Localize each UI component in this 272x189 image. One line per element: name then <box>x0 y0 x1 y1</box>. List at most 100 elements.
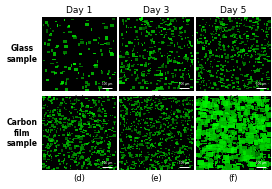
Bar <box>235 77 239 79</box>
Bar <box>149 134 151 136</box>
Bar <box>63 122 66 123</box>
Bar <box>220 38 221 40</box>
Bar <box>230 117 234 122</box>
Bar <box>234 40 236 42</box>
Bar <box>233 120 235 122</box>
Bar <box>177 118 178 119</box>
Bar <box>148 112 150 113</box>
Bar <box>248 121 250 123</box>
Bar <box>190 60 193 63</box>
Bar <box>186 112 187 114</box>
Bar <box>59 119 62 120</box>
Bar <box>124 99 126 100</box>
Bar <box>139 137 140 139</box>
Bar <box>164 113 166 114</box>
Bar <box>262 137 267 142</box>
Bar <box>253 147 255 149</box>
Bar <box>215 104 218 107</box>
Bar <box>171 166 173 167</box>
Bar <box>137 39 138 40</box>
Bar <box>60 108 61 110</box>
Bar <box>247 132 248 133</box>
Bar <box>136 126 137 128</box>
Bar <box>234 97 235 99</box>
Bar <box>78 152 80 154</box>
Bar <box>97 110 101 112</box>
Bar <box>235 116 237 119</box>
Bar <box>200 103 201 104</box>
Bar <box>233 86 235 88</box>
Bar <box>109 48 112 49</box>
Bar <box>201 106 203 107</box>
Bar <box>210 18 211 20</box>
Bar <box>219 156 221 157</box>
Bar <box>186 109 188 110</box>
Bar <box>50 138 53 139</box>
Bar <box>181 17 184 19</box>
Bar <box>232 116 234 118</box>
Bar <box>150 39 151 40</box>
Bar <box>71 156 74 158</box>
Bar <box>233 111 236 112</box>
Bar <box>265 83 266 84</box>
Bar <box>180 147 183 149</box>
Bar <box>196 67 199 70</box>
Bar <box>73 138 74 141</box>
Bar <box>242 42 243 43</box>
Bar <box>174 99 176 100</box>
Bar <box>212 144 219 147</box>
Bar <box>74 99 76 101</box>
Bar <box>206 166 208 167</box>
Bar <box>204 125 205 127</box>
Bar <box>249 81 251 83</box>
Bar <box>44 60 45 61</box>
Bar <box>202 26 205 28</box>
Bar <box>167 71 169 74</box>
Bar <box>218 43 220 45</box>
Bar <box>147 73 150 74</box>
Bar <box>236 77 237 78</box>
Bar <box>125 105 126 107</box>
Bar <box>267 114 272 118</box>
Bar <box>141 43 143 46</box>
Bar <box>242 132 244 134</box>
Bar <box>200 143 202 145</box>
Bar <box>63 51 67 54</box>
Bar <box>219 42 221 43</box>
Bar <box>144 141 145 142</box>
Bar <box>257 121 260 124</box>
Bar <box>67 126 68 128</box>
Bar <box>215 140 217 142</box>
Bar <box>177 162 178 163</box>
Bar <box>231 149 234 152</box>
Bar <box>115 151 116 153</box>
Bar <box>238 154 240 155</box>
Bar <box>46 136 49 138</box>
Bar <box>199 25 201 26</box>
Bar <box>246 35 249 37</box>
Bar <box>245 116 246 117</box>
Bar <box>58 113 61 116</box>
Bar <box>223 121 224 124</box>
Bar <box>147 22 149 25</box>
Bar <box>224 126 228 131</box>
Bar <box>233 37 236 38</box>
Bar <box>95 152 96 153</box>
Bar <box>185 84 187 85</box>
Bar <box>262 157 263 158</box>
Bar <box>93 126 96 128</box>
Bar <box>266 35 267 37</box>
Bar <box>179 28 181 30</box>
Bar <box>267 43 268 45</box>
Bar <box>205 139 207 141</box>
Bar <box>203 132 206 134</box>
Bar <box>219 28 220 30</box>
Bar <box>254 70 256 71</box>
Bar <box>211 139 213 140</box>
Bar <box>103 159 104 160</box>
Bar <box>71 108 73 109</box>
Bar <box>186 156 187 158</box>
Bar <box>151 157 152 158</box>
Bar <box>205 137 207 139</box>
Bar <box>230 143 232 145</box>
